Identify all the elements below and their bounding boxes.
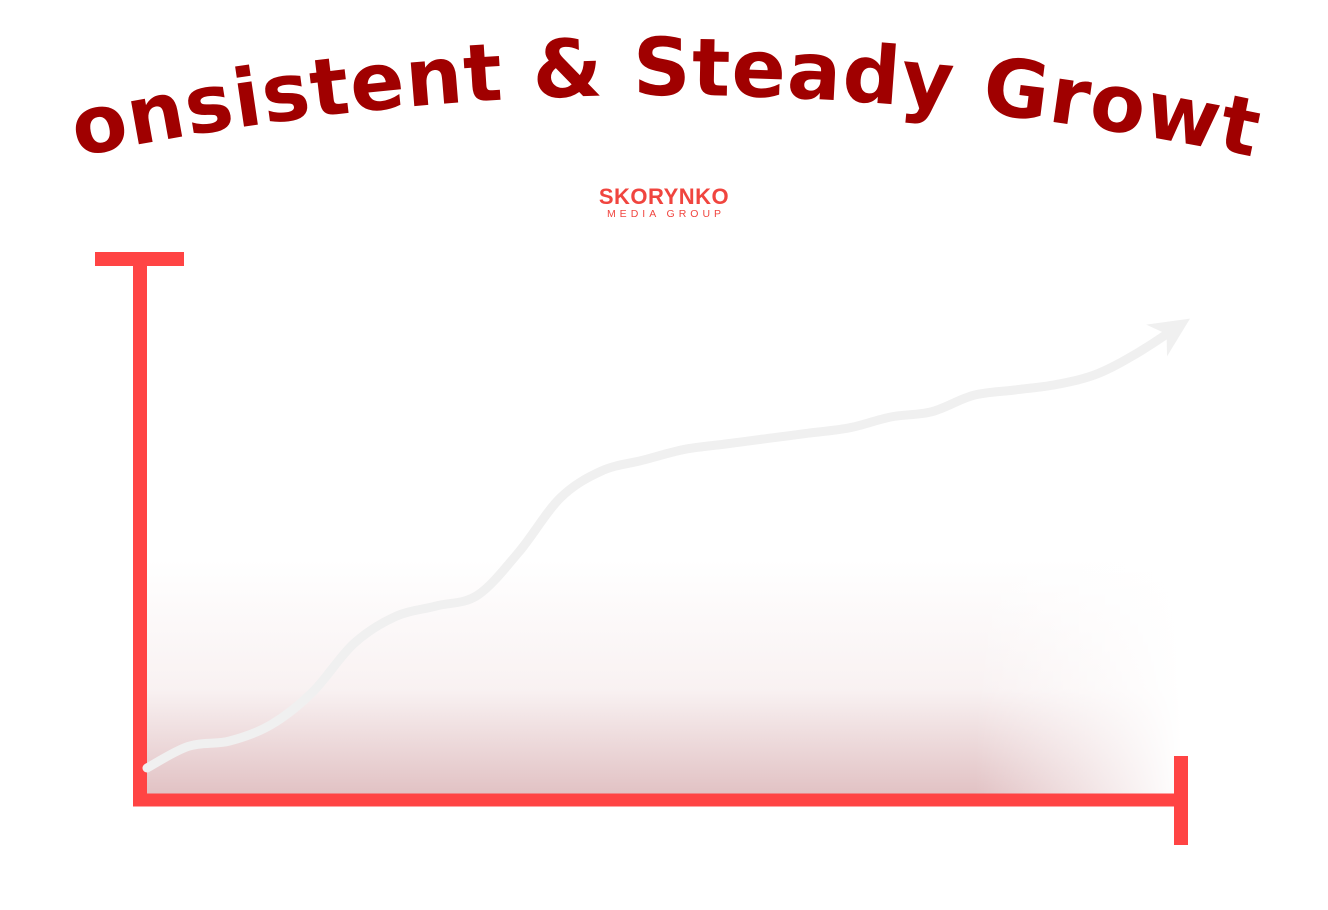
axes [95, 252, 1188, 845]
shadow-edge-fade [147, 560, 1182, 795]
chart-title-text: Consistent & Steady Growth [0, 0, 1268, 176]
chart-title: Consistent & Steady Growth [0, 0, 1269, 176]
growth-series-line [142, 320, 1185, 773]
plot-shadow [147, 560, 1182, 795]
logo: SKORYNKO MEDIA GROUP [599, 184, 729, 220]
logo-tagline: MEDIA GROUP [607, 208, 725, 220]
logo-name: SKORYNKO [599, 184, 729, 209]
growth-arrow-head [1146, 318, 1190, 357]
